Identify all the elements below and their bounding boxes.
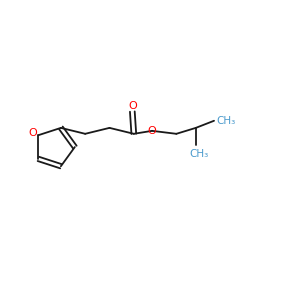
Text: O: O (128, 101, 137, 111)
Text: O: O (148, 126, 156, 136)
Text: O: O (29, 128, 37, 138)
Text: CH₃: CH₃ (190, 149, 209, 159)
Text: CH₃: CH₃ (217, 116, 236, 126)
